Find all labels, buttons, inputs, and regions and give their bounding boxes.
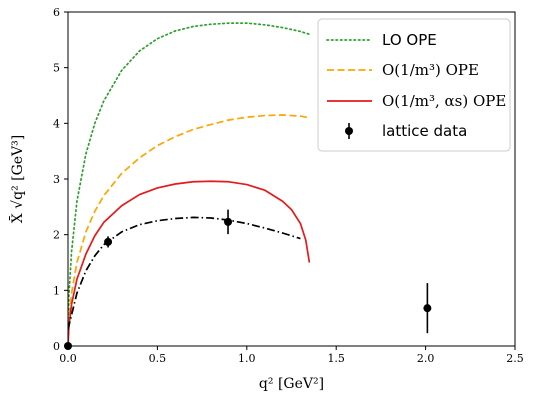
series-line-2 [68, 114, 310, 346]
y-axis-label: X̄ √q² [GeV³] [8, 135, 26, 223]
y-tick-label: 4 [53, 117, 60, 130]
data-point [104, 237, 113, 246]
legend-label-1: LO OPE [382, 31, 437, 49]
plot-lines [68, 22, 311, 346]
y-tick-label: 5 [53, 62, 60, 75]
y-axis-ticks: 0 1 2 3 4 5 6 [53, 6, 68, 353]
legend-label-2: O(1/m³) OPE [382, 61, 479, 79]
legend-label-4: lattice data [382, 122, 467, 140]
x-tick-label: 1.5 [327, 352, 345, 365]
x-tick-label: 2.0 [417, 352, 435, 365]
x-tick-label: 0.5 [149, 352, 167, 365]
x-axis-ticks: 0.0 0.5 1.0 1.5 2.0 2.5 [59, 346, 524, 365]
y-tick-label: 2 [53, 229, 60, 242]
series-line-1 [68, 22, 311, 346]
plot-points [64, 209, 432, 350]
y-tick-label: 1 [53, 284, 60, 297]
data-point [423, 304, 432, 313]
legend-label-3: O(1/m³, αs) OPE [382, 92, 506, 110]
x-tick-label: 1.0 [238, 352, 256, 365]
legend-point [345, 127, 353, 135]
y-tick-label: 3 [53, 173, 60, 186]
y-tick-label: 6 [53, 6, 60, 19]
x-tick-label: 0.0 [59, 352, 77, 365]
x-tick-label: 2.5 [506, 352, 524, 365]
data-point [224, 217, 233, 226]
y-tick-label: 0 [53, 340, 60, 353]
legend: LO OPE O(1/m³) OPE O(1/m³, αs) OPE lattice … [317, 18, 511, 152]
series-line-3 [68, 180, 311, 346]
legend-box [317, 18, 511, 152]
x-axis-label: q² [GeV²] [259, 376, 324, 392]
series-line-4 [68, 216, 301, 330]
